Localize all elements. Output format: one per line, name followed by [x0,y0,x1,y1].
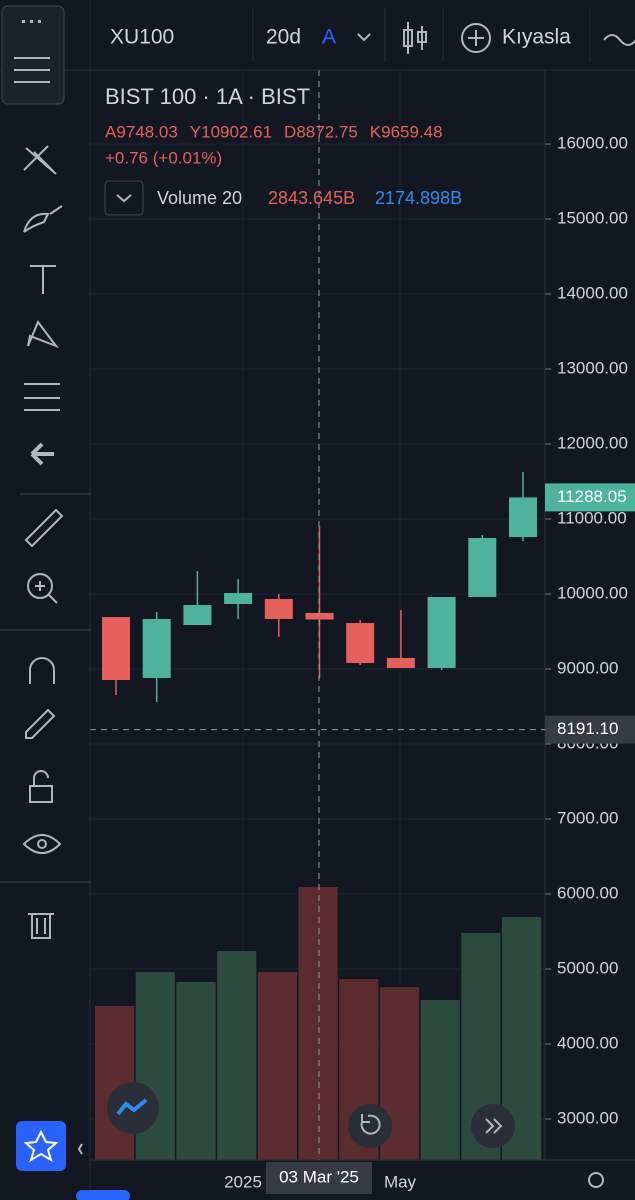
compare-icon[interactable] [461,23,491,53]
y-tick-label: 16000.00 [557,134,628,153]
y-tick-label: 11000.00 [557,508,627,527]
body [224,593,253,604]
compare[interactable]: Kıyasla [502,26,571,49]
volume-name: Volume 20 [157,188,242,208]
crosshair-price: 8191.10 [557,719,618,738]
volume-bar [257,972,297,1160]
ohlc: A 9748.03 Y 10902.61 D 8872.75 K 9659.48 [105,122,443,141]
y-tick-label: 14000.00 [557,283,628,302]
collapse-legend[interactable] [104,180,144,216]
body [346,623,375,663]
bottom-button[interactable] [76,1190,130,1200]
symbol[interactable]: XU100 [110,26,174,49]
ohlc-letter: K [370,122,382,141]
ohlc-value: 8872.75 [296,122,357,141]
ohlc-letter: Y [190,122,201,141]
top-bar [0,0,635,70]
y-tick-label: 15000.00 [557,209,628,228]
menu-button[interactable] [1,5,65,105]
body [142,618,171,678]
y-tick-label: 6000.00 [557,883,618,902]
volume-bar [298,887,338,1160]
volume-ma: 2174.898B [375,188,462,208]
tool-icons[interactable] [0,145,90,939]
x-tick-label: 2025 [224,1172,262,1191]
chevron[interactable] [116,194,132,203]
favorite-button[interactable] [16,1121,66,1171]
crosshair-price-box [545,715,635,744]
plot: 3000.004000.005000.006000.007000.008000.… [90,70,635,1160]
menu-dots[interactable] [22,20,41,23]
body [427,597,456,669]
volume-bar [176,982,216,1160]
body [509,497,537,538]
body [264,599,293,619]
y-tick-label: 10000.00 [557,583,628,602]
star-icon[interactable] [23,1129,59,1163]
menu-icon[interactable] [14,57,50,83]
y-tick-label: 12000.00 [557,433,628,452]
ohlc-value: 9748.03 [116,122,177,141]
body [468,537,497,598]
mode[interactable]: A [322,26,336,49]
indicator-icon[interactable] [603,34,635,46]
body [386,657,415,669]
crosshair-date-box [266,1162,372,1194]
scroll-icon[interactable] [485,1118,503,1134]
reset-button[interactable] [348,1104,392,1148]
y-tick-label: 4000.00 [557,1033,618,1052]
y-tick-label: 3000.00 [557,1108,618,1127]
volume-bar [217,951,257,1160]
body [102,617,130,681]
ohlc-letter: D [284,122,296,141]
last-price: 11288.05 [557,487,627,506]
compare-icon[interactable] [468,30,484,46]
reset-icon[interactable] [360,1114,381,1135]
y-tick-label: 5000.00 [557,958,618,977]
legend-title: BIST 100 · 1A · BIST [105,84,310,109]
candle-icon[interactable] [403,22,427,54]
change: +0.76 (+0.01%) [105,148,222,167]
y-tick-label: 13000.00 [557,358,628,377]
body [183,605,212,625]
x-tick-label: May [384,1172,417,1191]
settings-icon[interactable] [588,1172,604,1188]
ohlc-value: 9659.48 [381,122,442,141]
ohlc-value: 10902.61 [201,122,272,141]
last-price-box [545,483,635,512]
y-tick-label: 7000.00 [557,808,618,827]
crosshair-date: 03 Mar '25 [279,1167,359,1186]
logo[interactable] [116,1098,148,1116]
dropdown-icon[interactable] [357,33,371,42]
volume-bar [420,999,460,1160]
body [305,612,334,620]
collapse-icon[interactable] [77,1143,83,1155]
left-toolbar [0,71,89,1200]
ohlc-letter: A [105,122,117,141]
volume-value: 2843.645B [268,188,355,208]
interval[interactable]: 20d [266,26,301,49]
y-tick-label: 9000.00 [557,658,618,677]
